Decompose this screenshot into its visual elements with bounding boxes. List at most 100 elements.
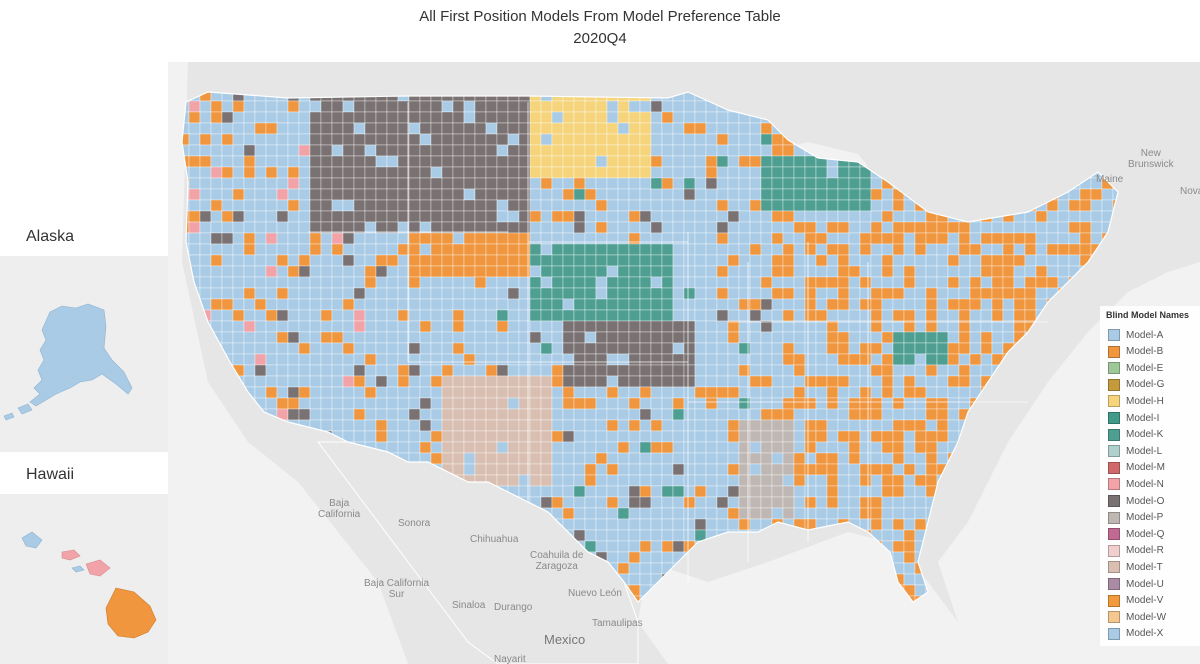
- legend-item-model-r[interactable]: Model-R: [1108, 544, 1164, 558]
- county-cell: [936, 452, 949, 465]
- county-cell: [936, 375, 949, 388]
- legend-item-model-v[interactable]: Model-V: [1108, 594, 1163, 608]
- county-cell: [892, 474, 905, 487]
- county-cell: [474, 100, 487, 113]
- county-cell: [617, 430, 630, 443]
- county-cell: [661, 133, 674, 146]
- county-cell: [716, 265, 729, 278]
- county-cell: [661, 353, 674, 366]
- county-cell: [221, 276, 234, 289]
- county-cell: [716, 518, 729, 531]
- legend-item-model-e[interactable]: Model-E: [1108, 361, 1163, 375]
- county-cell: [331, 122, 344, 135]
- legend-item-model-b[interactable]: Model-B: [1108, 345, 1163, 359]
- county-cell: [232, 111, 245, 124]
- legend-item-model-k[interactable]: Model-K: [1108, 428, 1163, 442]
- hawaii-inset-map[interactable]: [0, 494, 168, 664]
- main-map-svg[interactable]: [168, 62, 1200, 664]
- county-cell: [716, 452, 729, 465]
- county-cell: [452, 166, 465, 179]
- mexico-border: [317, 441, 639, 664]
- alaska-inset-map[interactable]: [0, 256, 168, 452]
- county-cell: [815, 166, 828, 179]
- county-cell: [452, 155, 465, 168]
- legend-item-model-u[interactable]: Model-U: [1108, 577, 1164, 591]
- county-cell: [650, 221, 663, 234]
- county-cell: [749, 144, 762, 157]
- legend-item-model-m[interactable]: Model-M: [1108, 461, 1165, 475]
- county-cell: [397, 221, 410, 234]
- county-cell: [870, 254, 883, 267]
- county-cell: [848, 485, 861, 498]
- county-cell: [683, 133, 696, 146]
- legend-item-model-n[interactable]: Model-N: [1108, 477, 1164, 491]
- county-cell: [793, 199, 806, 212]
- county-cell: [672, 133, 685, 146]
- county-cell: [386, 364, 399, 377]
- legend-item-model-l[interactable]: Model-L: [1108, 444, 1162, 458]
- county-cell: [826, 166, 839, 179]
- legend-item-model-w[interactable]: Model-W: [1108, 610, 1166, 624]
- legend-item-model-q[interactable]: Model-Q: [1108, 527, 1164, 541]
- county-cell: [496, 287, 509, 300]
- county-cell: [287, 265, 300, 278]
- county-cell: [408, 364, 421, 377]
- county-cell: [716, 507, 729, 520]
- main-map[interactable]: New Brunswick Maine Nova Baja California…: [168, 62, 1200, 664]
- label-sonora: Sonora: [398, 518, 431, 529]
- county-cell: [826, 331, 839, 344]
- county-cell: [188, 177, 201, 190]
- county-cell: [1002, 232, 1015, 245]
- county-cell: [859, 375, 872, 388]
- county-cell: [606, 254, 619, 267]
- hawaii-inset[interactable]: Hawaii: [0, 456, 168, 664]
- county-cell: [804, 441, 817, 454]
- county-cell: [925, 419, 938, 432]
- county-cell: [342, 232, 355, 245]
- county-cell: [375, 386, 388, 399]
- county-cell: [342, 342, 355, 355]
- county-cell: [969, 320, 982, 333]
- legend-item-model-t[interactable]: Model-T: [1108, 560, 1163, 574]
- county-cell: [683, 463, 696, 476]
- county-cell: [309, 100, 322, 113]
- county-cell: [914, 342, 927, 355]
- county-cell: [804, 452, 817, 465]
- legend-item-model-p[interactable]: Model-P: [1108, 511, 1163, 525]
- legend-item-model-x[interactable]: Model-X: [1108, 627, 1163, 641]
- county-cell: [540, 441, 553, 454]
- county-cell: [540, 309, 553, 322]
- county-cell: [386, 232, 399, 245]
- county-cell: [562, 342, 575, 355]
- county-cell: [452, 188, 465, 201]
- county-cell: [617, 408, 630, 421]
- county-cell: [672, 221, 685, 234]
- legend-item-model-i[interactable]: Model-I: [1108, 411, 1159, 425]
- county-cell: [991, 265, 1004, 278]
- county-cell: [320, 133, 333, 146]
- legend-item-model-o[interactable]: Model-O: [1108, 494, 1164, 508]
- county-cell: [661, 551, 674, 564]
- county-cell: [452, 265, 465, 278]
- legend-item-model-g[interactable]: Model-G: [1108, 378, 1164, 392]
- county-cell: [881, 430, 894, 443]
- legend-item-model-a[interactable]: Model-A: [1108, 328, 1163, 342]
- alaska-inset[interactable]: Alaska: [0, 62, 168, 454]
- county-cell: [529, 463, 542, 476]
- county-cell: [452, 331, 465, 344]
- county-cell: [760, 166, 773, 179]
- county-cell: [430, 364, 443, 377]
- county-cell: [903, 342, 916, 355]
- county-cell: [947, 408, 960, 421]
- county-cell: [881, 507, 894, 520]
- county-cell: [386, 331, 399, 344]
- legend-item-model-h[interactable]: Model-H: [1108, 394, 1164, 408]
- county-cell: [705, 474, 718, 487]
- legend-label: Model-G: [1126, 379, 1165, 391]
- county-cell: [254, 375, 267, 388]
- county-cell: [232, 276, 245, 289]
- county-cell: [342, 309, 355, 322]
- county-cell: [419, 199, 432, 212]
- county-cell: [606, 133, 619, 146]
- county-cell: [639, 276, 652, 289]
